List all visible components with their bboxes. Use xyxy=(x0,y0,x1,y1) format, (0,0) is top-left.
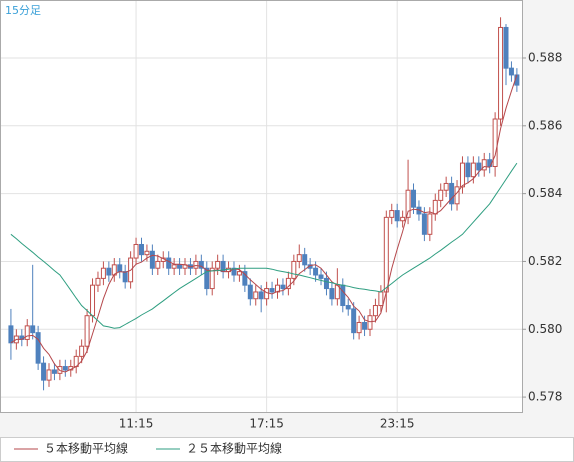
y-tick-label: 0.578 xyxy=(528,390,562,404)
candle-body xyxy=(356,321,362,334)
candle-body xyxy=(367,315,373,330)
candle-body xyxy=(79,345,85,357)
candle-body xyxy=(372,305,378,317)
candle-body xyxy=(291,260,297,279)
candle-body xyxy=(198,260,204,269)
candle-body xyxy=(275,284,281,293)
candle-body xyxy=(432,199,438,215)
y-tick-label: 0.584 xyxy=(528,186,562,200)
timeframe-label: 15分足 xyxy=(5,4,41,17)
candle-body xyxy=(177,264,183,269)
legend-label: ２５本移動平均線 xyxy=(186,441,282,456)
y-tick-label: 0.582 xyxy=(528,254,562,268)
candle-body xyxy=(340,284,346,307)
candle-body xyxy=(323,277,329,290)
legend-label: ５本移動平均線 xyxy=(44,441,128,456)
y-tick-label: 0.586 xyxy=(528,118,562,132)
candle-body xyxy=(258,291,264,300)
candle-body xyxy=(106,267,112,276)
candle-body xyxy=(405,189,411,218)
candle-body xyxy=(438,189,444,201)
candle-body xyxy=(285,277,291,290)
candle-body xyxy=(253,291,259,300)
ma-line xyxy=(10,74,518,373)
candle-body xyxy=(465,162,471,178)
candle-body xyxy=(8,325,14,344)
candle-body xyxy=(449,182,455,205)
candle-body xyxy=(389,210,395,218)
candle-body xyxy=(166,257,172,269)
candle-body xyxy=(204,267,210,290)
candle-body xyxy=(149,250,155,269)
candle-body xyxy=(171,264,177,269)
candle-body xyxy=(470,162,476,178)
candle-body xyxy=(30,325,36,334)
candle-body xyxy=(95,277,101,286)
candle-body xyxy=(51,369,57,374)
candle-body xyxy=(84,315,90,347)
candle-body xyxy=(215,260,221,269)
candle-body xyxy=(24,325,30,340)
candle-body xyxy=(90,284,96,317)
candle-body xyxy=(46,369,52,381)
marks xyxy=(8,17,520,391)
candle-body xyxy=(508,67,514,76)
candle-body xyxy=(318,274,324,279)
candle-body xyxy=(443,182,449,191)
candle-body xyxy=(100,267,106,279)
candle-body xyxy=(122,271,128,283)
candle-body xyxy=(400,216,406,222)
candle-body xyxy=(264,288,270,300)
x-tick-label: 17:15 xyxy=(249,417,284,431)
candle-body xyxy=(345,305,351,310)
candle-body xyxy=(329,288,335,300)
candle-body xyxy=(269,288,275,293)
candle-body xyxy=(193,260,199,269)
candle-body xyxy=(41,362,47,381)
candle-body xyxy=(476,162,482,171)
candle-body xyxy=(302,254,308,266)
candle-body xyxy=(144,250,150,256)
candle-body xyxy=(209,267,215,290)
candle-body xyxy=(454,186,460,205)
candle-body xyxy=(351,308,357,334)
candle-body xyxy=(296,254,302,262)
candle-body xyxy=(459,162,465,188)
y-tick-label: 0.580 xyxy=(528,322,562,336)
candle-body xyxy=(394,210,400,222)
candle-body xyxy=(280,284,286,290)
candle-body xyxy=(313,267,319,276)
candle-body xyxy=(133,243,139,259)
candle-body xyxy=(411,189,417,208)
candle-body xyxy=(231,267,237,276)
candle-body xyxy=(236,271,242,276)
candle-body xyxy=(383,216,389,293)
x-tick-label: 11:15 xyxy=(119,417,154,431)
candle-body xyxy=(35,332,41,364)
candle-body xyxy=(492,118,498,167)
candle-body xyxy=(362,321,368,330)
candle-body xyxy=(503,26,509,69)
candle-body xyxy=(247,284,253,300)
candle-body xyxy=(498,26,504,120)
candle-body xyxy=(481,159,487,171)
candle-body xyxy=(117,264,123,273)
candle-body xyxy=(155,260,161,269)
ma-line xyxy=(10,162,518,329)
candle-body xyxy=(242,271,248,286)
candle-body xyxy=(421,213,427,235)
y-tick-label: 0.588 xyxy=(528,50,562,64)
candle-body xyxy=(62,366,68,371)
candle-body xyxy=(378,291,384,307)
candle-body xyxy=(427,213,433,235)
legend-box xyxy=(0,437,574,462)
x-tick-label: 23:15 xyxy=(380,417,415,431)
candle-body xyxy=(138,243,144,256)
